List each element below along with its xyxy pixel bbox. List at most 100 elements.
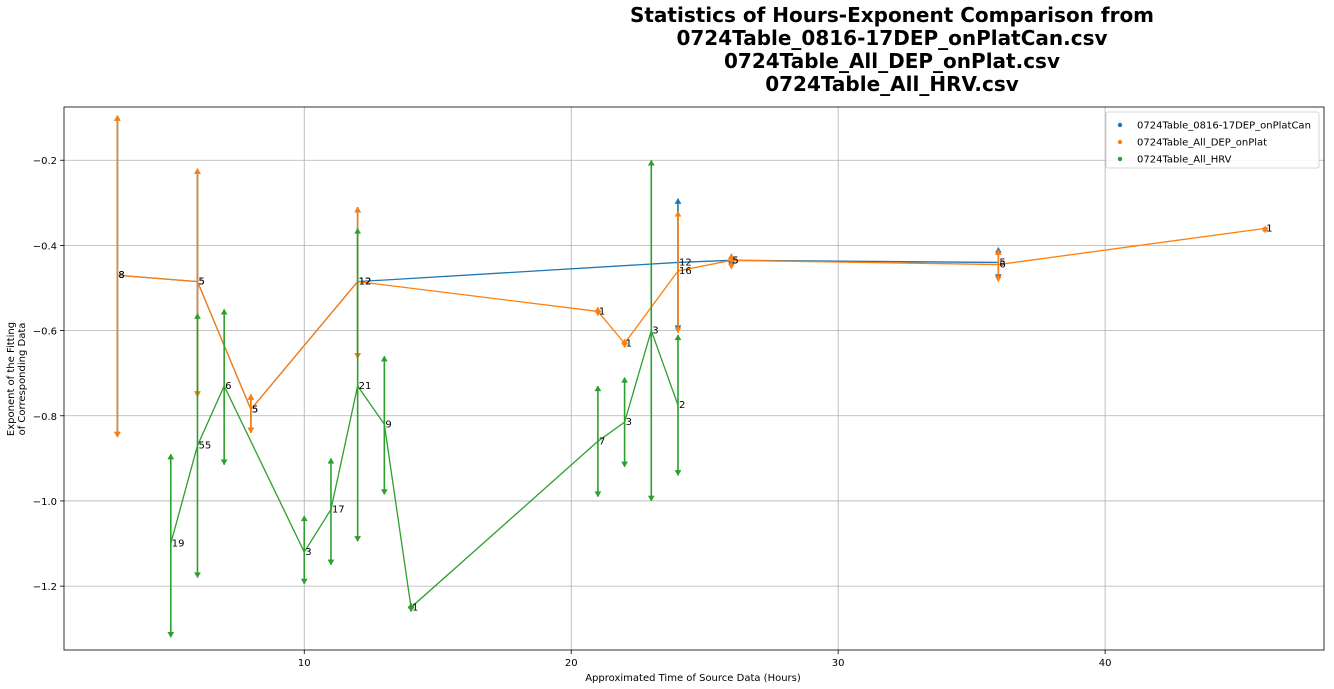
error-arrow-down	[407, 606, 415, 613]
error-arrow-up	[380, 355, 388, 362]
error-arrow-up	[674, 210, 682, 217]
point-count-label: 1	[626, 338, 632, 349]
point-count-label: 1	[412, 602, 418, 613]
error-arrow-up	[194, 168, 201, 175]
error-arrow-down	[594, 491, 602, 498]
axis-ticks: 10 20 30 40 −0.2 −0.4 −0.6 −0.8 −1.0 −1.2	[33, 156, 1112, 669]
error-arrow-up	[327, 457, 335, 464]
point-count-label: 12	[359, 277, 372, 288]
chart-title-line: Statistics of Hours-Exponent Comparison …	[630, 3, 1154, 27]
x-tick-label: 10	[298, 658, 311, 669]
point-count-label: 5	[252, 404, 258, 415]
point-count-label: 1	[1266, 223, 1272, 234]
y-tick-label: −1.2	[33, 582, 57, 593]
error-arrow-down	[380, 489, 388, 496]
point-count-label: 2	[679, 400, 685, 411]
point-count-label: 8	[118, 270, 124, 281]
point-count-label: 7	[599, 436, 605, 447]
x-tick-label: 20	[565, 658, 578, 669]
error-arrow-up	[674, 334, 682, 341]
plot-frame	[63, 106, 1325, 651]
error-arrow-up	[167, 453, 175, 460]
y-axis-label-line: Exponent of the Fitting	[6, 322, 17, 436]
error-arrow-up	[354, 206, 362, 213]
error-arrow-down	[621, 461, 629, 468]
error-arrow-up	[647, 159, 655, 166]
point-count-label: 1	[599, 306, 605, 317]
error-arrow-down	[327, 559, 335, 566]
y-tick-label: −0.2	[33, 156, 57, 167]
legend-marker	[1117, 122, 1123, 128]
error-arrow-up	[727, 253, 735, 260]
chart-title: Statistics of Hours-Exponent Comparison …	[630, 3, 1154, 96]
legend-marker	[1117, 156, 1123, 162]
error-arrow-up	[994, 249, 1002, 255]
point-count-label: 3	[626, 417, 632, 428]
series-line	[117, 259, 999, 411]
error-arrow-down	[621, 342, 629, 349]
error-arrow-down	[300, 578, 308, 585]
point-count-label: 6	[999, 260, 1005, 271]
point-count-label: 6	[225, 381, 231, 392]
legend-marker	[1117, 139, 1123, 145]
point-count-label: 12	[679, 257, 692, 268]
point-count-label: 5	[252, 404, 258, 415]
y-tick-label: −1.0	[33, 497, 57, 508]
legend-label: 0724Table_All_HRV	[1137, 155, 1232, 166]
error-arrow-up	[621, 376, 629, 383]
point-count-label: 17	[332, 504, 345, 515]
point-count-label: 9	[385, 419, 391, 430]
error-arrow-up	[220, 308, 228, 315]
error-arrow-down	[1261, 227, 1269, 234]
error-arrow-up	[247, 393, 255, 400]
error-arrow-down	[994, 276, 1002, 283]
y-axis-label: Exponent of the Fitting of Corresponding…	[6, 322, 28, 436]
legend: 0724Table_0816-17DEP_onPlatCan 0724Table_…	[1105, 111, 1320, 169]
point-count-label: 21	[359, 381, 372, 392]
y-tick-label: −0.4	[33, 241, 57, 252]
point-count-label: 3	[652, 326, 658, 337]
error-arrow-down	[113, 431, 121, 438]
chart-title-line: 0724Table_0816-17DEP_onPlatCan.csv	[676, 26, 1107, 50]
grid	[64, 107, 1324, 650]
error-arrow-up	[300, 515, 308, 522]
x-tick-label: 40	[1099, 658, 1112, 669]
error-arrow-down	[674, 327, 682, 334]
legend-box	[1105, 111, 1320, 169]
error-arrow-up	[194, 313, 201, 319]
point-count-label: 5	[732, 255, 738, 266]
y-tick-label: −0.8	[33, 412, 57, 423]
y-tick-label: −0.6	[33, 327, 57, 338]
error-arrow-up	[594, 385, 602, 392]
plot-border	[63, 106, 1325, 651]
error-arrow-down	[220, 459, 228, 466]
error-arrow-up	[113, 115, 121, 121]
series-line	[170, 328, 679, 609]
chart-title-line: 0724Table_All_HRV.csv	[765, 72, 1019, 96]
x-axis-label: Approximated Time of Source Data (Hours)	[585, 673, 801, 684]
point-count-label: 55	[198, 441, 211, 452]
error-arrow-down	[674, 470, 682, 476]
legend-label: 0724Table_0816-17DEP_onPlatCan	[1137, 121, 1311, 132]
error-arrow-down	[647, 495, 655, 502]
error-arrow-down	[354, 536, 362, 542]
point-count-label: 5	[198, 277, 204, 288]
series-line	[117, 227, 1266, 411]
point-count-label: 3	[305, 547, 311, 558]
error-arrow-down	[247, 427, 255, 434]
legend-label: 0724Table_All_DEP_onPlat	[1137, 138, 1267, 149]
error-arrow-up	[674, 198, 682, 204]
error-arrow-down	[167, 631, 175, 638]
error-arrow-up	[354, 227, 362, 234]
point-count-label: 19	[172, 539, 185, 550]
error-arrow-down	[594, 310, 602, 317]
point-count-label: 16	[679, 266, 692, 277]
point-count-label: 5	[198, 277, 204, 288]
x-tick-label: 30	[832, 658, 845, 669]
